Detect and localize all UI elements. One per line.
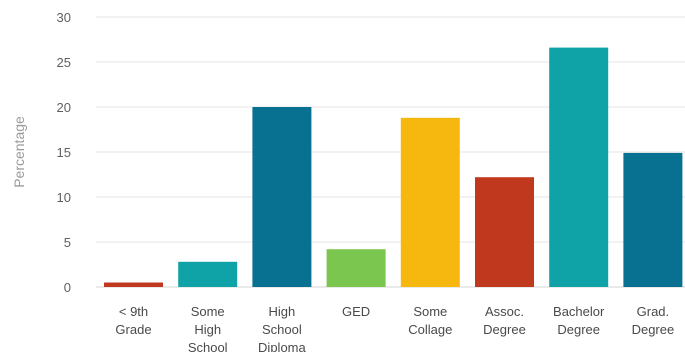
x-category-label-line: Collage bbox=[408, 322, 452, 337]
y-tick-label: 5 bbox=[64, 235, 71, 250]
x-category-label: Some High School bbox=[188, 304, 228, 352]
x-category-label: Grad. Degree bbox=[632, 304, 675, 337]
x-category-label-line: High bbox=[194, 322, 221, 337]
y-tick-label: 30 bbox=[57, 10, 71, 25]
bar bbox=[252, 107, 312, 287]
y-axis-title: Percentage bbox=[11, 116, 27, 188]
y-tick-label: 0 bbox=[64, 280, 71, 295]
bar bbox=[623, 152, 683, 287]
bar bbox=[549, 47, 609, 287]
x-category-label: Assoc. Degree bbox=[483, 304, 526, 337]
x-category-label-line: High bbox=[269, 304, 296, 319]
x-category-label-line: Bachelor bbox=[553, 304, 605, 319]
x-category-label-line: GED bbox=[342, 304, 370, 319]
y-tick-label: 20 bbox=[57, 100, 71, 115]
bar bbox=[400, 117, 460, 287]
x-category-label-line: Degree bbox=[557, 322, 600, 337]
y-tick-label: 10 bbox=[57, 190, 71, 205]
bars bbox=[104, 47, 683, 287]
x-category-label-line: Diploma bbox=[258, 340, 306, 352]
x-axis-labels: < 9th Grade Some High School High School Diplom… bbox=[115, 304, 674, 352]
x-category-label-line: Degree bbox=[632, 322, 675, 337]
x-category-label-line: Assoc. bbox=[485, 304, 524, 319]
y-axis-ticks: 0 5 10 15 20 25 30 bbox=[57, 10, 71, 295]
y-tick-label: 15 bbox=[57, 145, 71, 160]
x-category-label-line: School bbox=[262, 322, 302, 337]
x-category-label: GED bbox=[342, 304, 370, 319]
x-category-label-line: Grade bbox=[115, 322, 151, 337]
bar bbox=[104, 282, 163, 287]
gridlines bbox=[96, 16, 685, 288]
bar bbox=[178, 261, 238, 287]
x-category-label-line: School bbox=[188, 340, 228, 352]
x-category-label-line: < 9th bbox=[119, 304, 148, 319]
x-category-label: Some Collage bbox=[408, 304, 452, 337]
y-tick-label: 25 bbox=[57, 55, 71, 70]
bar bbox=[475, 177, 534, 287]
x-category-label-line: Some bbox=[191, 304, 225, 319]
bar bbox=[326, 249, 386, 287]
x-category-label-line: Degree bbox=[483, 322, 526, 337]
x-category-label-line: Grad. bbox=[637, 304, 670, 319]
x-category-label: High School Diploma bbox=[258, 304, 306, 352]
x-category-label: < 9th Grade bbox=[115, 304, 151, 337]
x-category-label-line: Some bbox=[413, 304, 447, 319]
x-category-label: Bachelor Degree bbox=[553, 304, 605, 337]
